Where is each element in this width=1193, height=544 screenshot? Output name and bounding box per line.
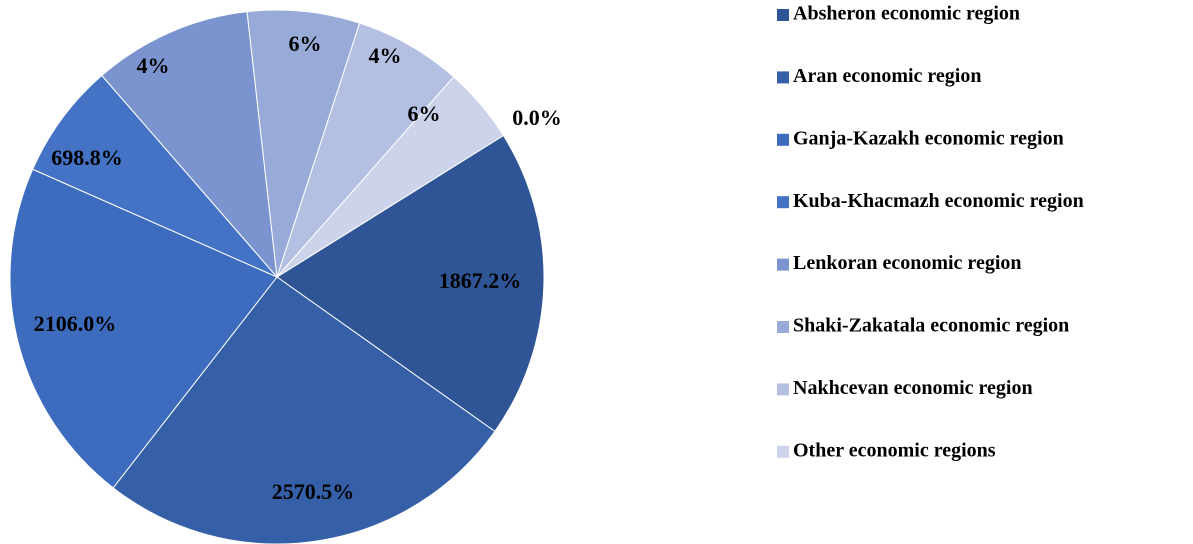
pie-slice xyxy=(112,276,496,544)
legend-marker xyxy=(777,71,789,84)
data-label: 4% xyxy=(137,53,170,78)
data-label: 6% xyxy=(408,101,441,126)
data-label: 698.8% xyxy=(51,145,123,170)
data-label: 0.0% xyxy=(512,105,562,130)
legend-label: Shaki-Zakatala economic region xyxy=(793,315,1069,337)
legend-label: Absheron economic region xyxy=(793,3,1020,25)
legend-marker xyxy=(777,383,789,396)
data-label: 6% xyxy=(289,31,322,56)
legend-marker xyxy=(777,445,789,458)
legend-marker xyxy=(777,321,789,333)
pie-slice xyxy=(276,76,505,278)
legend-label: Nakhcevan economic region xyxy=(793,377,1033,399)
pie-slice xyxy=(101,11,278,279)
pie-slice xyxy=(32,74,278,278)
data-label: 4% xyxy=(369,43,402,68)
legend-marker xyxy=(777,258,789,271)
legend-marker xyxy=(777,133,789,146)
data-label: 2106.0% xyxy=(34,311,117,336)
pie-slice xyxy=(276,134,545,433)
pie-slice xyxy=(9,168,278,489)
legend-label: Aran economic region xyxy=(793,65,982,87)
legend-marker xyxy=(777,196,789,209)
legend-label: Ganja-Kazakh economic region xyxy=(793,127,1064,149)
pie-slice xyxy=(276,22,455,278)
legend-marker xyxy=(777,9,789,21)
legend-label: Lenkoran economic region xyxy=(793,252,1022,274)
legend-label: Other economic regions xyxy=(793,439,996,461)
data-label: 1867.2% xyxy=(439,268,522,293)
legend-label: Kuba-Khacmazh economic region xyxy=(793,190,1084,212)
pie-slice xyxy=(246,9,361,278)
data-label: 2570.5% xyxy=(272,479,355,504)
